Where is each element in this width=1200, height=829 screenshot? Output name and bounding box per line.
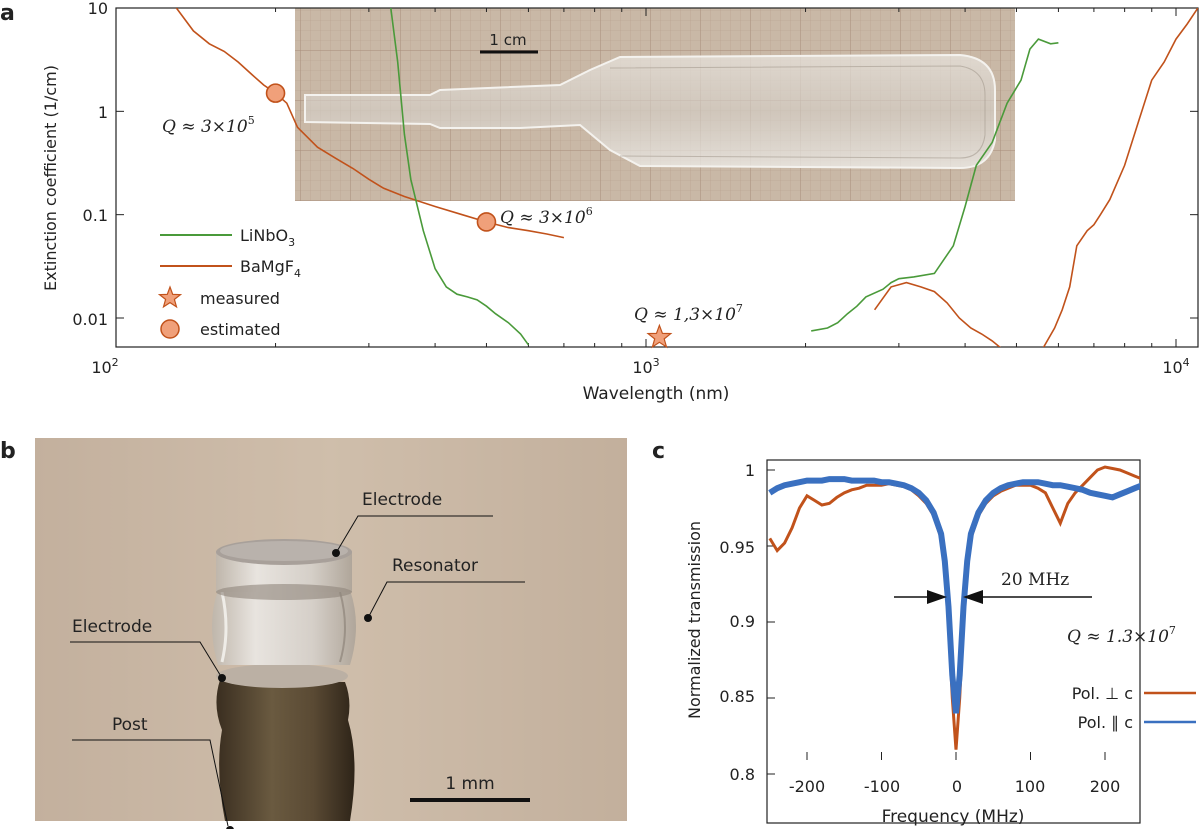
c-y-axis-label: Normalized transmission (685, 521, 704, 719)
plot-a-frame (115, 7, 1199, 348)
c-xtick-label-0: 0 (952, 777, 962, 796)
a-xtick-label-10000: 104 (1162, 356, 1189, 377)
linbo3-main: LiNbO (240, 226, 288, 245)
photo-scale-bar-label: 1 cm (489, 31, 526, 49)
arrow-right-icon (927, 590, 947, 604)
linewidth-label: 20 MHz (1001, 570, 1069, 590)
panel-letter-a: a (0, 1, 15, 26)
legend-label-estimated: estimated (200, 320, 281, 339)
c-ytick-label-0.95: 0.95 (719, 538, 755, 557)
a-ytick-label-0.01: 0.01 (72, 310, 108, 329)
label-post: Post (112, 715, 148, 735)
q3-text: Q ≈ 1,3×10 (634, 305, 736, 325)
a-xtick-base-1000: 10 (632, 358, 652, 377)
annotation-q-estimated-2: Q ≈ 3×106 (500, 205, 593, 228)
series-line-pol-par (768, 476, 1140, 714)
q3-exp: 7 (736, 302, 743, 315)
photo-b-scale-bar-label: 1 mm (445, 774, 494, 794)
plot-a-markers (265, 83, 673, 349)
a-xtick-exp-100: 2 (112, 356, 119, 369)
c-x-axis-label: Frequency (MHz) (882, 807, 1025, 827)
marker-measured-2 (646, 323, 673, 349)
arrow-left-icon (963, 590, 983, 604)
annotation-q-estimated-1: Q ≈ 3×105 (162, 114, 255, 137)
c-xtick-label--100: -100 (864, 777, 900, 796)
c-ytick-label-0.8: 0.8 (730, 765, 755, 784)
callout-dot-post (226, 826, 234, 829)
a-xtick-exp-1000: 3 (653, 356, 660, 369)
panel-b-photo: 1 mm Electrode Resonator Electrode Post (35, 438, 627, 829)
panel-letter-b: b (0, 439, 16, 464)
c-xtick-label-200: 200 (1090, 777, 1121, 796)
a-xtick-exp-10000: 4 (1183, 356, 1190, 369)
a-xtick-label-1000: 103 (632, 356, 659, 377)
plot-c-frame (766, 459, 1141, 824)
a-xtick-base-10000: 10 (1162, 358, 1182, 377)
marker-estimated-0 (265, 83, 286, 103)
panel-letter-c: c (652, 439, 665, 464)
a-ytick-label-10: 10 (88, 0, 108, 18)
a-y-axis-label: Extinction coefficient (1/cm) (41, 65, 60, 291)
callout-line-resonator (367, 581, 525, 619)
callout-line-electrode-bottom (70, 641, 223, 679)
panel-c-legend: Pol. ⊥ c Pol. ∥ c (1072, 684, 1196, 732)
annotation-q-measured: Q ≈ 1,3×107 (634, 302, 743, 325)
q1-exp: 5 (248, 114, 255, 127)
panel-a-legend: LiNbO3 BaMgF4 measured estimated (157, 226, 301, 339)
c-ytick-label-1: 1 (745, 461, 755, 480)
c-ytick-label-0.9: 0.9 (730, 612, 755, 631)
q1-text: Q ≈ 3×10 (162, 117, 248, 137)
callout-line-post (72, 739, 229, 827)
plot-a-ticks (115, 7, 1198, 347)
label-electrode-bottom: Electrode (72, 617, 152, 637)
series-line-linbo3 (390, 8, 1059, 346)
c-xtick-label-100: 100 (1015, 777, 1046, 796)
label-electrode-top: Electrode (362, 490, 442, 510)
legend-label-bamgf4: BaMgF4 (240, 257, 301, 280)
bamgf4-main: BaMgF (240, 257, 294, 276)
linewidth-indicator: 20 MHz (894, 570, 1092, 604)
legend-star-icon (157, 285, 183, 309)
c-q-annotation: Q ≈ 1.3×107 (1067, 624, 1176, 647)
a-ytick-label-1: 1 (98, 103, 108, 122)
c-q-exp: 7 (1169, 624, 1176, 637)
legend-circle-icon (160, 319, 180, 339)
q2-exp: 6 (586, 205, 593, 218)
panel-a-photo: 1 cm (295, 8, 1015, 201)
a-x-axis-label: Wavelength (nm) (583, 384, 730, 404)
c-q-text: Q ≈ 1.3×10 (1067, 627, 1169, 647)
plot-c-ticks (767, 469, 1106, 775)
bamgf4-sub: 4 (294, 267, 301, 280)
legend-label-measured: measured (200, 289, 280, 308)
legend-label-pol-perp: Pol. ⊥ c (1072, 684, 1133, 703)
marker-estimated-1 (476, 212, 497, 232)
c-ytick-label-0.85: 0.85 (719, 687, 755, 706)
a-xtick-label-100: 102 (91, 356, 118, 377)
legend-label-pol-par: Pol. ∥ c (1078, 713, 1133, 732)
q2-text: Q ≈ 3×10 (500, 208, 586, 228)
linbo3-sub: 3 (288, 236, 295, 249)
a-ytick-label-0.1: 0.1 (83, 206, 108, 225)
label-resonator: Resonator (392, 556, 478, 576)
a-xtick-base-100: 10 (91, 358, 111, 377)
callout-line-electrode-top (335, 515, 493, 554)
legend-label-linbo3: LiNbO3 (240, 226, 295, 249)
series-line-pol-perp (768, 465, 1140, 750)
c-xtick-label--200: -200 (789, 777, 825, 796)
